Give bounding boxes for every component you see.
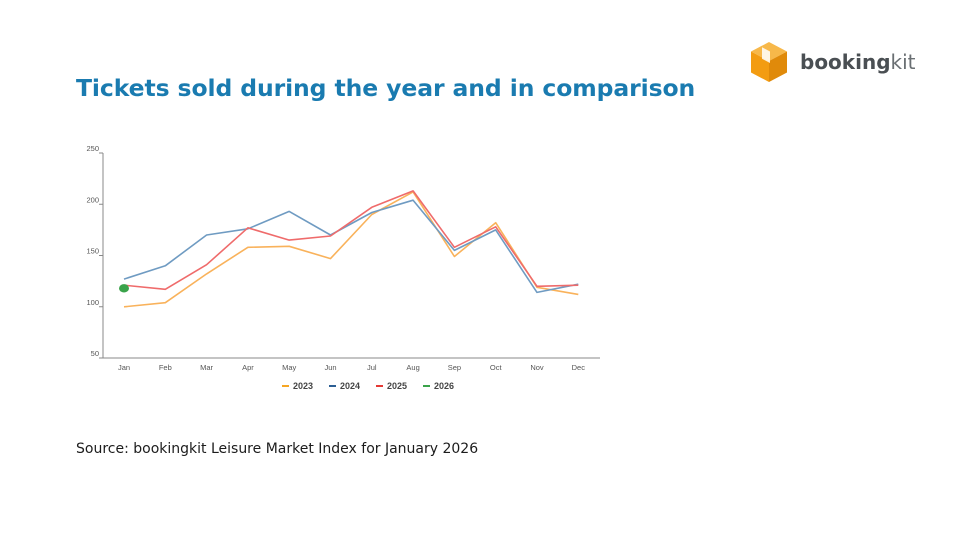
page-title: Tickets sold during the year and in comp…: [76, 74, 696, 102]
logo-word-bold: booking: [800, 50, 891, 74]
legend-label-2025: 2025: [387, 381, 407, 391]
bookingkit-logo: bookingkit: [750, 40, 916, 84]
logo-wordmark: bookingkit: [800, 50, 916, 74]
cube-right-face: [769, 51, 787, 82]
x-tick-label-jul: Jul: [367, 363, 377, 372]
logo-word-light: kit: [890, 50, 916, 74]
x-tick-label-aug: Aug: [406, 363, 419, 372]
x-tick-label-mar: Mar: [200, 363, 213, 372]
legend-label-2023: 2023: [293, 381, 313, 391]
x-tick-label-oct: Oct: [490, 363, 503, 372]
x-tick-label-apr: Apr: [242, 363, 254, 372]
chart-svg: 50 100 150 200 250 Jan Feb Mar Apr May Jun Jul Aug Se…: [86, 144, 600, 391]
x-tick-label-jun: Jun: [324, 363, 336, 372]
series-line-2023: [123, 191, 579, 308]
cube-notch: [762, 47, 770, 63]
x-tick-label-jan: Jan: [118, 363, 130, 372]
x-tick-label-may: May: [282, 363, 296, 372]
series-line-2025: [123, 190, 579, 291]
x-tick-label-dec: Dec: [572, 363, 586, 372]
y-tick-label-100: 100: [86, 298, 99, 307]
y-tick-label-200: 200: [86, 195, 99, 204]
legend-label-2026: 2026: [434, 381, 454, 391]
legend-label-2024: 2024: [340, 381, 360, 391]
y-tick-label-50: 50: [91, 349, 99, 358]
tickets-line-chart: 50 100 150 200 250 Jan Feb Mar Apr May Jun Jul Aug Se…: [76, 140, 616, 410]
source-note: Source: bookingkit Leisure Market Index …: [76, 441, 479, 457]
y-tick-label-150: 150: [86, 247, 99, 256]
series-line-2024: [123, 199, 579, 294]
series-point-2026: [119, 284, 129, 293]
x-tick-label-nov: Nov: [530, 363, 544, 372]
cube-logo-icon: [751, 42, 787, 82]
x-tick-label-sep: Sep: [448, 363, 461, 372]
y-tick-label-250: 250: [86, 144, 99, 153]
x-tick-label-feb: Feb: [159, 363, 172, 372]
